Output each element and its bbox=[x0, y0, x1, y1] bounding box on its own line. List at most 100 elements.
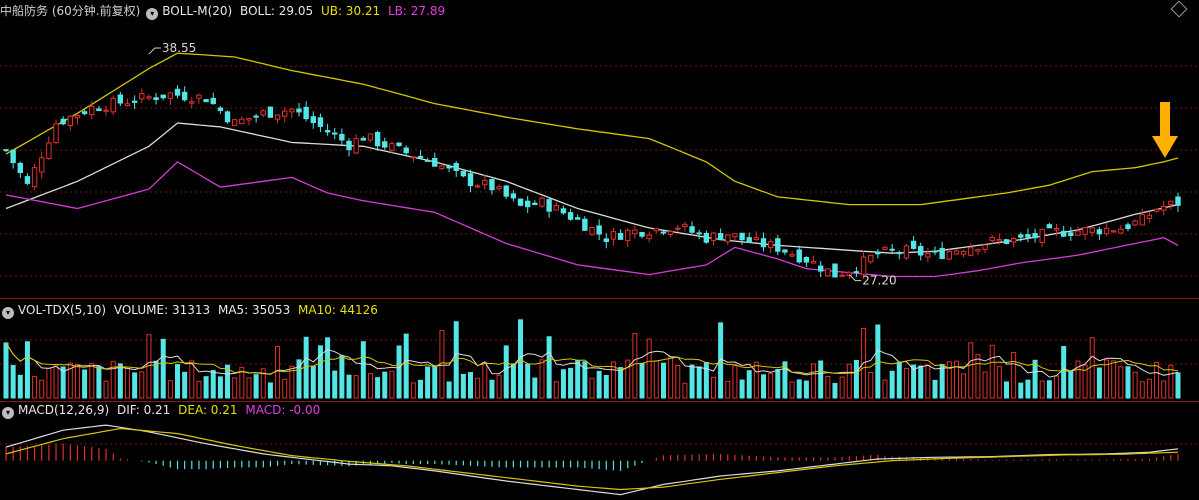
candle-body bbox=[39, 157, 45, 173]
candle-body bbox=[246, 117, 252, 121]
candle-body bbox=[596, 225, 602, 235]
candle-body bbox=[1125, 224, 1131, 230]
panel-divider-2 bbox=[0, 401, 1199, 402]
candle-body bbox=[74, 114, 81, 119]
volume-bar bbox=[668, 356, 674, 399]
volume-bar bbox=[468, 372, 474, 399]
candle-body bbox=[1175, 196, 1181, 206]
volume-bar bbox=[560, 369, 566, 399]
indicator-menu-icon[interactable]: ▾ bbox=[146, 8, 159, 20]
volume-bar bbox=[625, 359, 631, 399]
vol-header: ▾ VOL-TDX(5,10) VOLUME: 31313 MA5: 35053 … bbox=[0, 301, 382, 319]
volume-bar bbox=[17, 374, 23, 399]
volume-bar bbox=[539, 359, 545, 399]
candle-body bbox=[517, 198, 524, 206]
candle-body bbox=[367, 133, 374, 141]
candle-body bbox=[303, 106, 309, 120]
volume-bar bbox=[117, 363, 123, 399]
candle-body bbox=[803, 257, 810, 263]
candle-body bbox=[1146, 214, 1153, 219]
candle-body bbox=[439, 165, 445, 169]
volume-bar bbox=[753, 361, 759, 399]
volume-bar bbox=[975, 354, 981, 399]
vol-menu-icon[interactable]: ▾ bbox=[2, 307, 14, 319]
macd-indicator-name[interactable]: MACD(12,26,9) bbox=[18, 403, 110, 417]
volume-bar bbox=[1096, 367, 1102, 399]
candle-body bbox=[67, 115, 74, 126]
candle-body bbox=[524, 200, 531, 208]
volume-bar bbox=[246, 377, 252, 399]
candle-body bbox=[767, 241, 774, 249]
ma10-value: MA10: 44126 bbox=[298, 303, 378, 317]
candle-body bbox=[789, 254, 795, 257]
volume-bar bbox=[432, 365, 438, 399]
candle-body bbox=[646, 234, 652, 240]
candle-body bbox=[289, 108, 295, 113]
volume-bar bbox=[1139, 381, 1145, 399]
volume-bar bbox=[275, 345, 281, 399]
candle-body bbox=[346, 140, 352, 151]
candle-body bbox=[560, 208, 567, 214]
volume-bar bbox=[532, 377, 538, 399]
volume-bar bbox=[1054, 375, 1060, 399]
candle-body bbox=[853, 271, 860, 274]
volume-bar bbox=[310, 366, 316, 399]
volume-bar bbox=[217, 376, 223, 399]
volume-bar bbox=[396, 345, 402, 399]
volume-bar bbox=[632, 332, 638, 399]
volume-bar bbox=[653, 360, 659, 399]
volume-bar bbox=[53, 364, 59, 399]
candle-body bbox=[1039, 228, 1045, 244]
volume-bar bbox=[825, 376, 831, 399]
boll-indicator-name[interactable]: BOLL-M(20) bbox=[162, 4, 233, 18]
volume-bar bbox=[618, 367, 624, 399]
volume-bar bbox=[232, 377, 238, 399]
candle-body bbox=[53, 123, 59, 144]
volume-bar bbox=[796, 379, 802, 399]
volume-bar bbox=[775, 369, 781, 399]
candle-body bbox=[1053, 227, 1060, 231]
candle-body bbox=[96, 108, 102, 111]
candle-body bbox=[553, 204, 559, 211]
volume-bar bbox=[946, 361, 952, 399]
volume-bar bbox=[610, 361, 616, 399]
volume-bar bbox=[1025, 379, 1031, 399]
candle-body bbox=[296, 108, 302, 113]
candle-body bbox=[310, 116, 316, 124]
volume-bar bbox=[153, 360, 159, 399]
macd-menu-icon[interactable]: ▾ bbox=[2, 407, 14, 419]
volume-bar bbox=[367, 373, 373, 399]
candle-body bbox=[1046, 224, 1053, 229]
candle-body bbox=[1161, 205, 1167, 211]
volume-bar bbox=[1104, 359, 1110, 399]
candle-body bbox=[17, 162, 23, 174]
candle-body bbox=[739, 232, 745, 241]
macd-value: MACD: -0.00 bbox=[245, 403, 321, 417]
candle-body bbox=[267, 106, 274, 118]
stock-title: 中船防务 (60分钟.前复权) bbox=[0, 4, 141, 18]
candle-body bbox=[903, 245, 910, 259]
volume-bar bbox=[689, 364, 695, 399]
candle-body bbox=[539, 197, 545, 207]
volume-bar bbox=[911, 364, 917, 399]
candle-body bbox=[953, 250, 960, 255]
volume-bar bbox=[675, 364, 681, 399]
candle-body bbox=[360, 137, 367, 141]
candle-body bbox=[146, 96, 152, 99]
macd-header: ▾ MACD(12,26,9) DIF: 0.21 DEA: 0.21 MACD:… bbox=[0, 401, 324, 419]
volume-bar bbox=[139, 371, 145, 399]
volume-bar bbox=[132, 372, 138, 399]
volume-bar bbox=[868, 372, 874, 399]
candle-body bbox=[910, 240, 917, 249]
volume-bar bbox=[1111, 360, 1117, 399]
candle-body bbox=[732, 233, 738, 238]
candle-body bbox=[103, 109, 109, 112]
volume-bar bbox=[818, 360, 824, 399]
candle-body bbox=[489, 178, 495, 191]
volume-bar bbox=[267, 382, 273, 399]
boll-ub-line bbox=[5, 52, 1179, 206]
vol-indicator-name[interactable]: VOL-TDX(5,10) bbox=[18, 303, 107, 317]
volume-bar bbox=[375, 377, 381, 399]
candle-body bbox=[189, 101, 195, 104]
